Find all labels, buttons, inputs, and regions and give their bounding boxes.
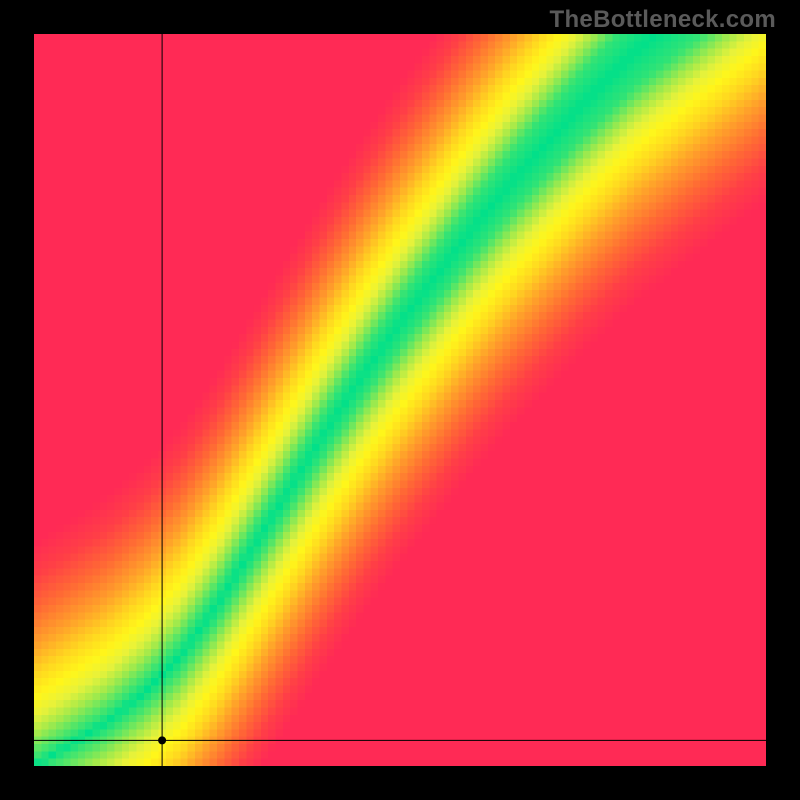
bottleneck-heatmap: [34, 34, 766, 766]
watermark-text: TheBottleneck.com: [550, 6, 776, 34]
chart-frame: { "watermark": { "text": "TheBottleneck.…: [0, 0, 800, 800]
